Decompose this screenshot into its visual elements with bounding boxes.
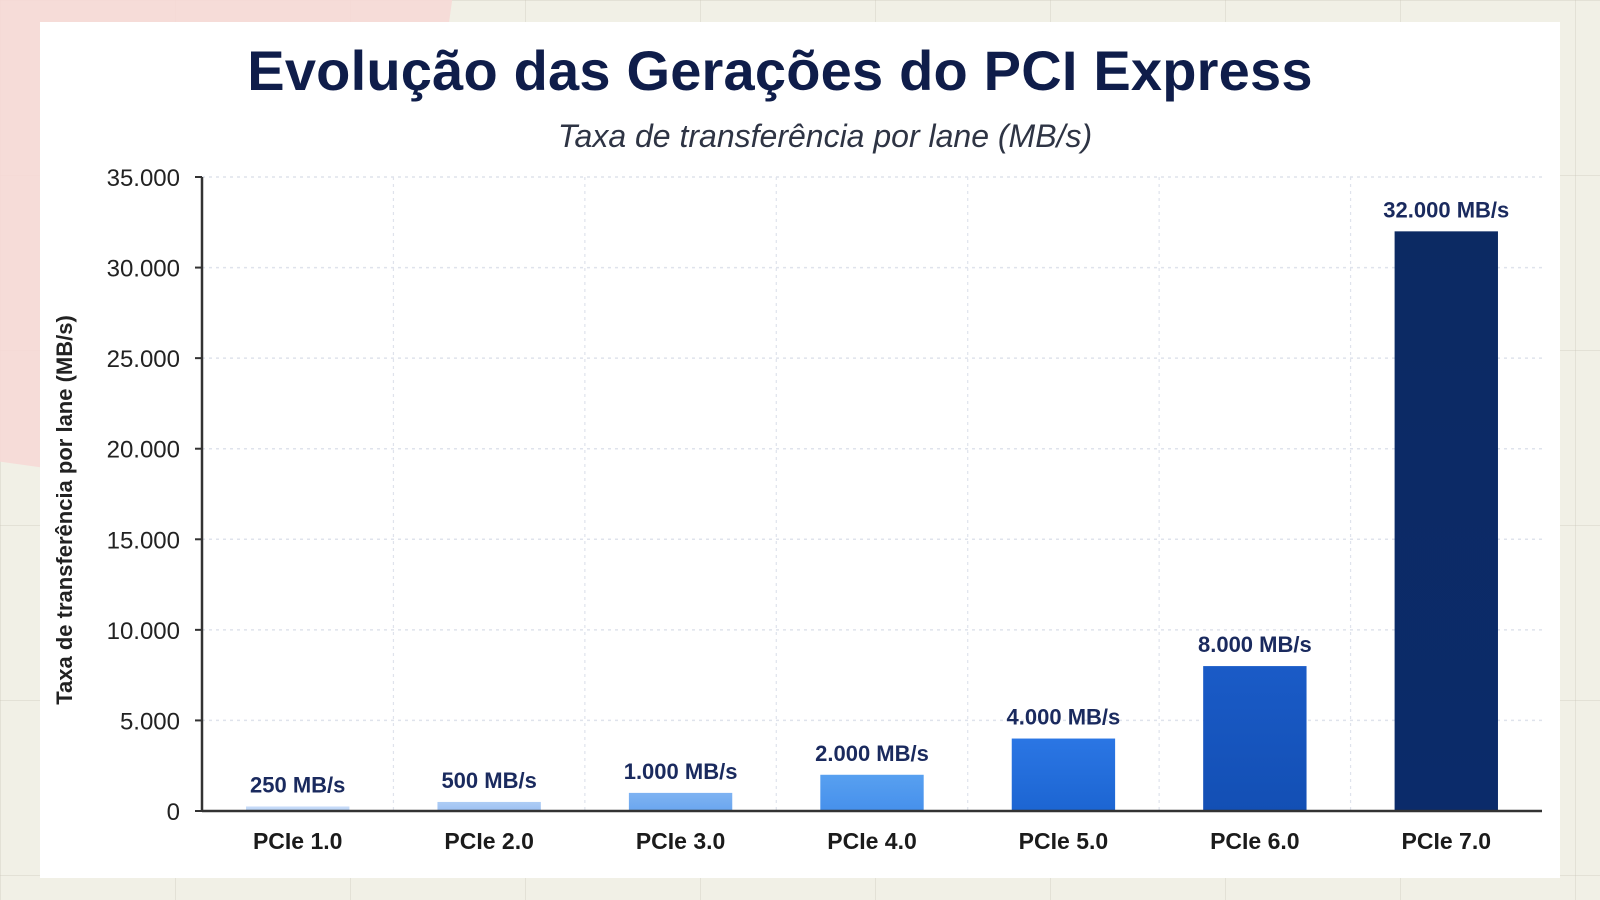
data-label: 4.000 MB/s [1007,705,1121,730]
bar-pcie-4-0 [820,774,924,811]
bars-group [246,231,1498,812]
bar-pcie-1-0 [246,806,350,811]
grid-lines [202,176,1542,811]
bar-pcie-5-0 [1011,738,1116,811]
y-tick-label: 35.000 [107,165,180,192]
data-label: 1.000 MB/s [624,759,738,784]
x-tick-label: PCIe 6.0 [1210,828,1300,854]
data-label: 2.000 MB/s [815,741,929,766]
x-tick-label: PCIe 5.0 [1019,828,1109,854]
y-tick-label: 15.000 [107,527,180,554]
y-tick-label: 0 [167,799,180,826]
x-tick-label: PCIe 1.0 [253,828,343,854]
data-label: 250 MB/s [250,772,345,797]
data-label: 500 MB/s [441,768,536,793]
y-axis-label: Taxa de transferência por lane (MB/s) [52,315,77,705]
x-tick-label: PCIe 3.0 [636,828,726,854]
chart-card [40,22,1560,878]
bar-pcie-6-0 [1203,666,1307,811]
y-tick-label: 5.000 [120,708,180,735]
chart-title: Evolução das Gerações do PCI Express [247,39,1313,102]
data-label: 32.000 MB/s [1383,197,1509,222]
x-tick-label: PCIe 7.0 [1402,828,1492,854]
y-tick-label: 25.000 [107,346,180,373]
x-tick-label: PCIe 4.0 [827,828,917,854]
bar-pcie-2-0 [437,801,541,811]
bar-pcie-3-0 [628,792,733,811]
bar-pcie-7-0 [1394,231,1498,812]
axes-group [195,176,1542,813]
labels-group: 0 5.000 10.000 15.000 20.000 25.000 30.000 35.0… [107,165,1510,854]
y-tick-label: 20.000 [107,437,180,464]
y-tick-label: 30.000 [107,256,180,283]
x-tick-label: PCIe 2.0 [444,828,534,854]
y-tick-label: 10.000 [107,618,180,645]
data-label: 8.000 MB/s [1198,632,1312,657]
chart-subtitle: Taxa de transferência por lane (MB/s) [557,118,1093,154]
